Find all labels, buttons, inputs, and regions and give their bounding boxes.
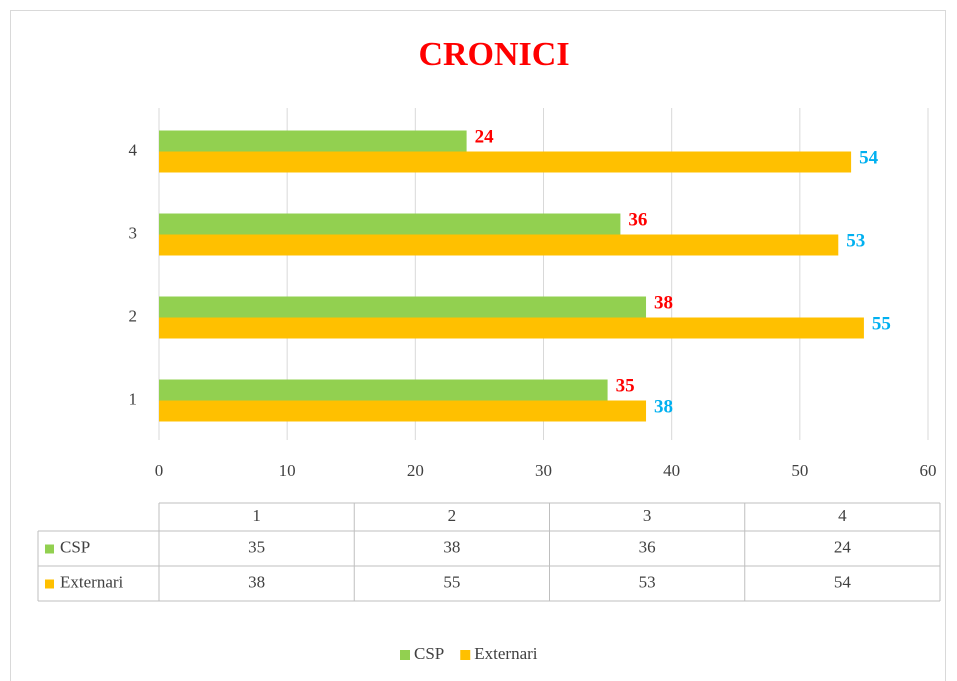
table-legend-key <box>45 579 54 589</box>
x-tick-label: 50 <box>791 461 808 480</box>
table-cell: 54 <box>834 572 852 591</box>
data-label: 53 <box>846 230 865 251</box>
x-tick-label: 60 <box>920 461 937 480</box>
table-cell: 36 <box>639 537 656 556</box>
y-tick-label: 1 <box>129 389 138 408</box>
table-cell: 35 <box>248 537 265 556</box>
data-label: 38 <box>654 396 673 417</box>
x-tick-label: 0 <box>155 461 164 480</box>
table-header: 4 <box>838 506 847 525</box>
legend-label: Externari <box>474 644 538 663</box>
table-cell: 38 <box>443 537 460 556</box>
table-cell: 38 <box>248 572 265 591</box>
bar <box>159 130 467 152</box>
legend-key <box>460 650 471 660</box>
chart-border <box>10 10 946 681</box>
chart-title: CRONICI <box>418 36 569 73</box>
bar <box>159 213 621 235</box>
table-series-name: CSP <box>60 537 90 556</box>
bar <box>159 296 647 318</box>
bar <box>159 151 852 173</box>
y-tick-label: 3 <box>129 223 138 242</box>
table-series-name: Externari <box>60 572 124 591</box>
data-label: 55 <box>872 313 891 334</box>
x-tick-label: 20 <box>407 461 424 480</box>
table-cell: 55 <box>443 572 460 591</box>
bar <box>159 379 608 401</box>
table-cell: 53 <box>639 572 656 591</box>
data-label: 24 <box>475 126 495 147</box>
table-cell: 24 <box>834 537 852 556</box>
x-tick-label: 10 <box>279 461 296 480</box>
table-legend-key <box>45 544 54 554</box>
x-tick-label: 30 <box>535 461 552 480</box>
bar <box>159 317 864 339</box>
data-label: 54 <box>859 147 879 168</box>
legend-key <box>400 650 410 660</box>
data-label: 36 <box>628 209 647 230</box>
y-tick-label: 4 <box>129 140 138 159</box>
table-header: 2 <box>448 506 457 525</box>
bar <box>159 234 839 256</box>
data-label: 35 <box>616 375 635 396</box>
y-tick-label: 2 <box>129 306 138 325</box>
table-header: 3 <box>643 506 652 525</box>
table-header: 1 <box>252 506 261 525</box>
legend-label: CSP <box>414 644 444 663</box>
data-label: 38 <box>654 292 673 313</box>
bar <box>159 400 647 422</box>
x-tick-label: 40 <box>663 461 680 480</box>
